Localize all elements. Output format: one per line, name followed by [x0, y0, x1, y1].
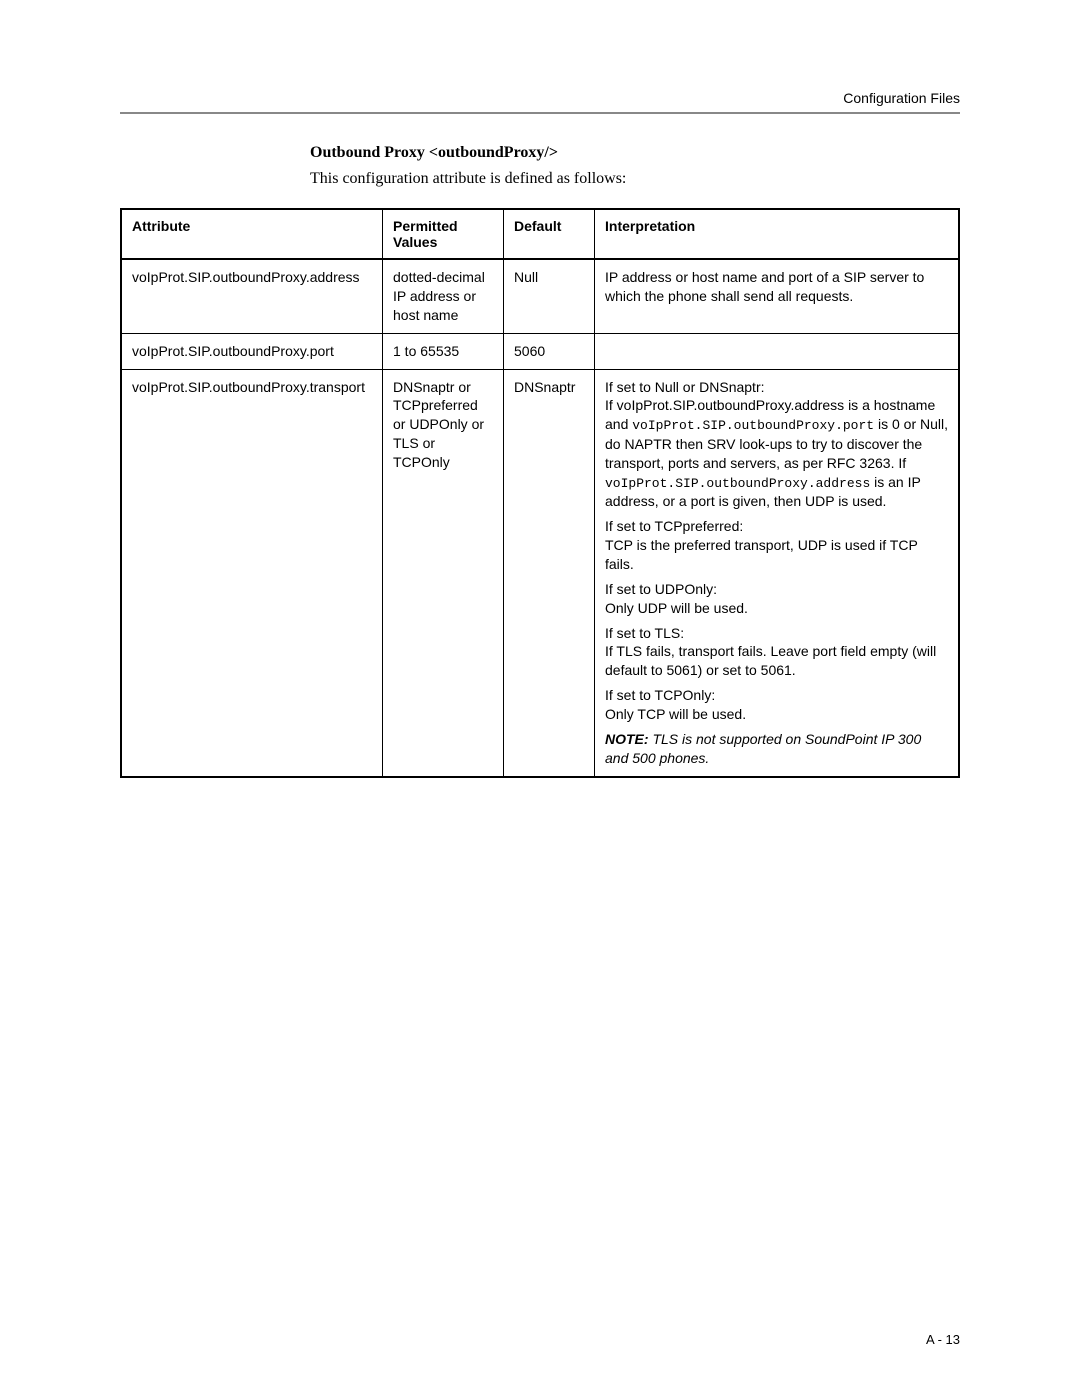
interp-paragraph: IP address or host name and port of a SI… [605, 268, 948, 306]
interp-text: voIpProt.SIP.outboundProxy.address [605, 476, 870, 491]
section-title: Outbound Proxy <outboundProxy/> [310, 144, 960, 162]
cell-default: 5060 [504, 333, 595, 369]
table-row: voIpProt.SIP.outboundProxy.addressdotted… [121, 259, 959, 333]
interp-text: If set to UDPOnly: [605, 581, 717, 597]
interp-text: TLS is not supported on SoundPoint IP 30… [605, 731, 921, 766]
breadcrumb: Configuration Files [120, 90, 960, 106]
cell-interpretation: If set to Null or DNSnaptr:If voIpProt.S… [595, 369, 960, 777]
table-header-row: Attribute Permitted Values Default Inter… [121, 209, 959, 259]
interp-paragraph: If set to TCPOnly: Only TCP will be used. [605, 686, 948, 724]
th-default: Default [504, 209, 595, 259]
interp-text: If set to Null or DNSnaptr: [605, 379, 765, 395]
interp-text: If set to TCPpreferred: [605, 518, 743, 534]
interp-text: Only TCP will be used. [605, 706, 746, 722]
cell-default: DNSnaptr [504, 369, 595, 777]
interp-paragraph: If set to UDPOnly: Only UDP will be used. [605, 580, 948, 618]
interp-text: TCP is the preferred transport, UDP is u… [605, 537, 918, 572]
interp-text: If set to TCPOnly: [605, 687, 715, 703]
interp-text: If TLS fails, transport fails. Leave por… [605, 643, 936, 678]
interp-paragraph: NOTE: TLS is not supported on SoundPoint… [605, 730, 948, 768]
cell-default: Null [504, 259, 595, 333]
interp-text: Only UDP will be used. [605, 600, 748, 616]
page-number: A - 13 [926, 1332, 960, 1347]
interp-paragraph: If set to Null or DNSnaptr:If voIpProt.S… [605, 378, 948, 512]
cell-attribute: voIpProt.SIP.outboundProxy.address [121, 259, 383, 333]
cell-interpretation [595, 333, 960, 369]
cell-attribute: voIpProt.SIP.outboundProxy.transport [121, 369, 383, 777]
table-row: voIpProt.SIP.outboundProxy.transportDNSn… [121, 369, 959, 777]
th-attribute: Attribute [121, 209, 383, 259]
section-subtitle: This configuration attribute is defined … [310, 170, 960, 188]
cell-values: DNSnaptr or TCPpreferred or UDPOnly or T… [383, 369, 504, 777]
th-permitted-values: Permitted Values [383, 209, 504, 259]
table-body: voIpProt.SIP.outboundProxy.addressdotted… [121, 259, 959, 777]
interp-paragraph: If set to TLS: If TLS fails, transport fa… [605, 624, 948, 681]
interp-paragraph: If set to TCPpreferred: TCP is the prefer… [605, 517, 948, 574]
page-container: Configuration Files Outbound Proxy <outb… [0, 0, 1080, 828]
interp-text: voIpProt.SIP.outboundProxy.port [632, 418, 874, 433]
cell-values: 1 to 65535 [383, 333, 504, 369]
config-table: Attribute Permitted Values Default Inter… [120, 208, 960, 778]
table-row: voIpProt.SIP.outboundProxy.port1 to 6553… [121, 333, 959, 369]
cell-attribute: voIpProt.SIP.outboundProxy.port [121, 333, 383, 369]
interp-text: If set to TLS: [605, 625, 684, 641]
page-header: Configuration Files [120, 90, 960, 114]
th-interpretation: Interpretation [595, 209, 960, 259]
cell-values: dotted-decimal IP address or host name [383, 259, 504, 333]
interp-text: NOTE: [605, 731, 649, 747]
cell-interpretation: IP address or host name and port of a SI… [595, 259, 960, 333]
interp-text: IP address or host name and port of a SI… [605, 269, 924, 304]
